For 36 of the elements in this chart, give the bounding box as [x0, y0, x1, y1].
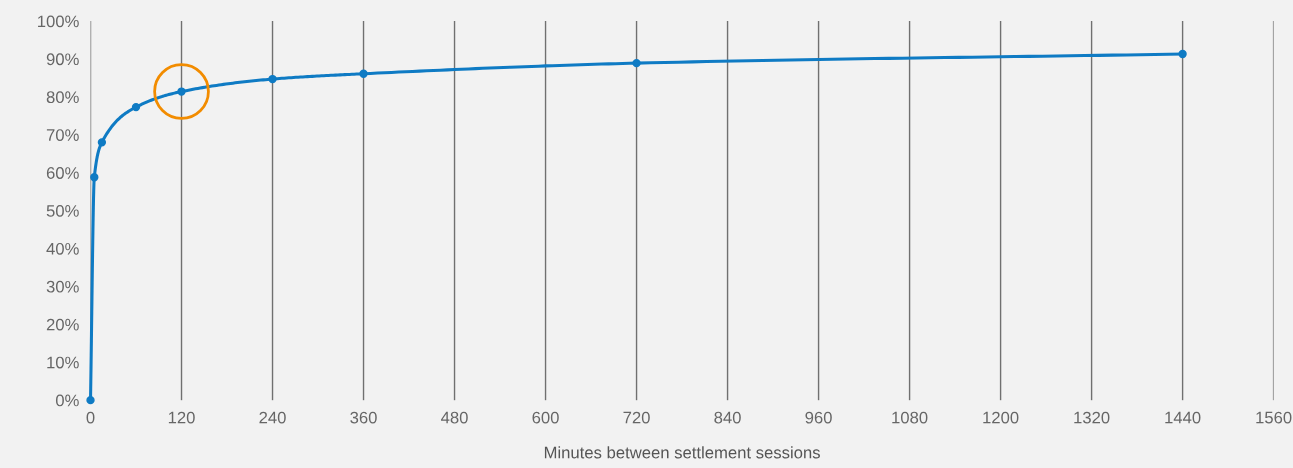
x-tick-label: 1080 — [892, 411, 928, 424]
point — [153, 63, 210, 120]
y-tick-label: 100% — [38, 15, 79, 28]
x-tick-label: 1320 — [1074, 411, 1110, 424]
x-tick-label: 120 — [168, 411, 195, 424]
point — [97, 138, 107, 147]
x-tick-label: 1200 — [983, 411, 1019, 424]
y-tick-label: 0% — [55, 394, 79, 407]
x-tick-label: 1440 — [1165, 411, 1201, 424]
y-tick-label: 40% — [46, 242, 79, 255]
y-tick-label: 50% — [46, 205, 79, 217]
point — [90, 173, 99, 182]
y-tick-label: 70% — [46, 129, 79, 141]
point — [359, 69, 368, 78]
x-tick-label: 960 — [805, 411, 832, 424]
y-tick-label: 60% — [46, 167, 79, 179]
x-tick-label: 600 — [532, 411, 559, 424]
y-tick-label: 10% — [47, 356, 79, 369]
x-tick-label: 480 — [441, 411, 468, 424]
point — [177, 87, 186, 96]
point — [632, 58, 641, 68]
x-tick-label: 360 — [350, 411, 377, 424]
x-axis-title: Minutes between settlement sessions — [544, 446, 820, 459]
y-tick-label: 20% — [46, 318, 79, 331]
point — [268, 74, 277, 84]
point — [1178, 49, 1187, 59]
point — [86, 395, 95, 405]
x-tick-label: 1560 — [1256, 411, 1292, 424]
y-tick-label: 30% — [46, 280, 79, 293]
point — [131, 102, 141, 112]
y-tick-label: 80% — [46, 91, 79, 104]
x-tick-label: 0 — [86, 411, 95, 424]
x-tick-label: 720 — [623, 411, 650, 424]
y-tick-label: 90% — [46, 53, 79, 66]
x-tick-label: 240 — [259, 411, 286, 424]
x-tick-label: 840 — [714, 411, 741, 424]
